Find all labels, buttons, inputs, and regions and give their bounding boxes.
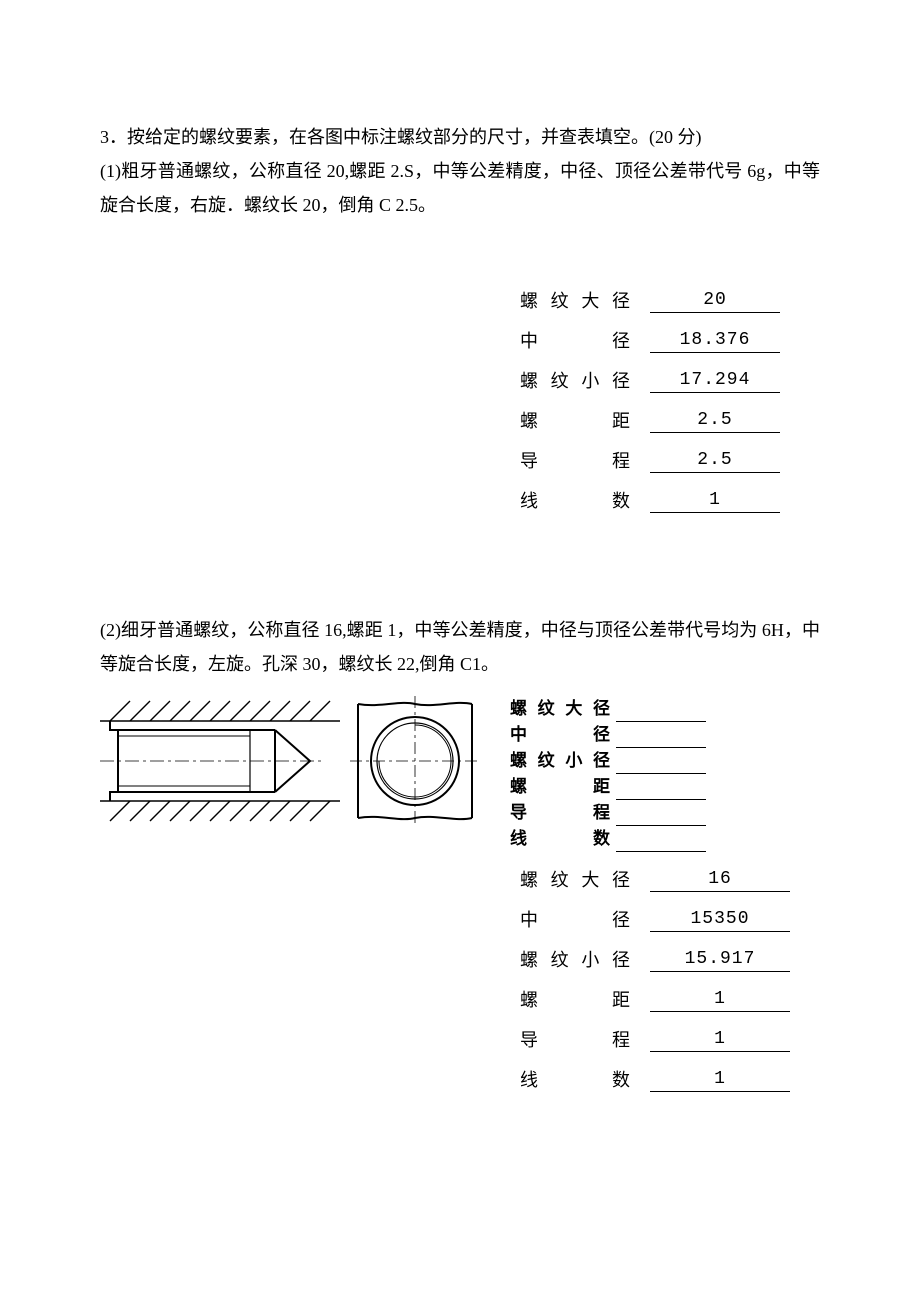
row-label: 螺纹小径 (520, 946, 630, 972)
table-row: 螺纹小径 (510, 748, 706, 774)
row-label: 线数 (520, 487, 630, 513)
row-value: 16 (650, 869, 790, 892)
row-label: 螺纹大径 (520, 287, 630, 313)
row-value: 2.5 (650, 410, 780, 433)
row-label: 螺纹小径 (510, 748, 610, 774)
row-label: 导程 (520, 447, 630, 473)
table-row: 螺纹小径 15.917 (520, 932, 820, 972)
question-number: 3 (100, 127, 109, 147)
row-value: 18.376 (650, 330, 780, 353)
table-row: 线数 1 (520, 473, 820, 513)
table-row: 导程 (510, 800, 706, 826)
figure-row: 螺纹大径中径螺纹小径螺距导程线数 (100, 696, 820, 852)
table-row: 中径 18.376 (520, 313, 820, 353)
row-value: 1 (650, 1029, 790, 1052)
document-page: 3．按给定的螺纹要素，在各图中标注螺纹部分的尺寸，并查表填空。(20 分) (1… (0, 0, 920, 1300)
table-row: 螺纹大径 16 (520, 852, 820, 892)
row-value (616, 773, 706, 774)
row-value: 15350 (650, 909, 790, 932)
row-value: 2.5 (650, 450, 780, 473)
row-label: 中径 (520, 906, 630, 932)
row-value (616, 721, 706, 722)
part1-text: (1)粗牙普通螺纹，公称直径 20,螺距 2.S，中等公差精度，中径、顶径公差带… (100, 154, 820, 222)
table-row: 螺纹小径 17.294 (520, 353, 820, 393)
row-label: 导程 (510, 800, 610, 826)
table-row: 导程 1 (520, 1012, 820, 1052)
row-label: 螺纹小径 (520, 367, 630, 393)
row-label: 螺纹大径 (520, 866, 630, 892)
row-label: 螺距 (520, 986, 630, 1012)
question-title: 按给定的螺纹要素，在各图中标注螺纹部分的尺寸，并查表填空。(20 分) (127, 127, 702, 147)
part2-block: (2)细牙普通螺纹，公称直径 16,螺距 1，中等公差精度，中径与顶径公差带代号… (100, 613, 820, 1092)
question-header: 3．按给定的螺纹要素，在各图中标注螺纹部分的尺寸，并查表填空。(20 分) (100, 120, 820, 154)
row-value: 20 (650, 290, 780, 313)
section-side-view (100, 696, 340, 826)
table-row: 螺距 (510, 774, 706, 800)
table-row: 中径 (510, 722, 706, 748)
row-label: 线数 (520, 1066, 630, 1092)
row-label: 中径 (510, 722, 610, 748)
row-label: 线数 (510, 826, 610, 852)
table-row: 螺距 2.5 (520, 393, 820, 433)
table-row: 螺距 1 (520, 972, 820, 1012)
row-value (616, 799, 706, 800)
blank-table-image: 螺纹大径中径螺纹小径螺距导程线数 (510, 696, 706, 852)
row-value (616, 747, 706, 748)
row-value: 1 (650, 490, 780, 513)
row-value (616, 825, 706, 826)
row-label: 螺距 (520, 407, 630, 433)
row-value: 1 (650, 1069, 790, 1092)
row-label: 螺距 (510, 774, 610, 800)
front-view (350, 696, 480, 826)
row-value: 1 (650, 989, 790, 1012)
table-row: 螺纹大径 (510, 696, 706, 722)
row-label: 导程 (520, 1026, 630, 1052)
row-label: 螺纹大径 (510, 696, 610, 722)
row-label: 中径 (520, 327, 630, 353)
thread-table-2: 螺纹大径 16 中径 15350 螺纹小径 15.917 螺距 1 导程 1 线数 1 (520, 852, 820, 1092)
part2-text: (2)细牙普通螺纹，公称直径 16,螺距 1，中等公差精度，中径与顶径公差带代号… (100, 613, 820, 681)
row-value: 15.917 (650, 949, 790, 972)
table-row: 导程 2.5 (520, 433, 820, 473)
table-row: 线数 1 (520, 1052, 820, 1092)
table-row: 中径 15350 (520, 892, 820, 932)
thread-table-1: 螺纹大径 20 中径 18.376 螺纹小径 17.294 螺距 2.5 导程 2.5 线数 1 (520, 273, 820, 513)
table-row: 螺纹大径 20 (520, 273, 820, 313)
table-row: 线数 (510, 826, 706, 852)
row-value (616, 851, 706, 852)
row-value: 17.294 (650, 370, 780, 393)
